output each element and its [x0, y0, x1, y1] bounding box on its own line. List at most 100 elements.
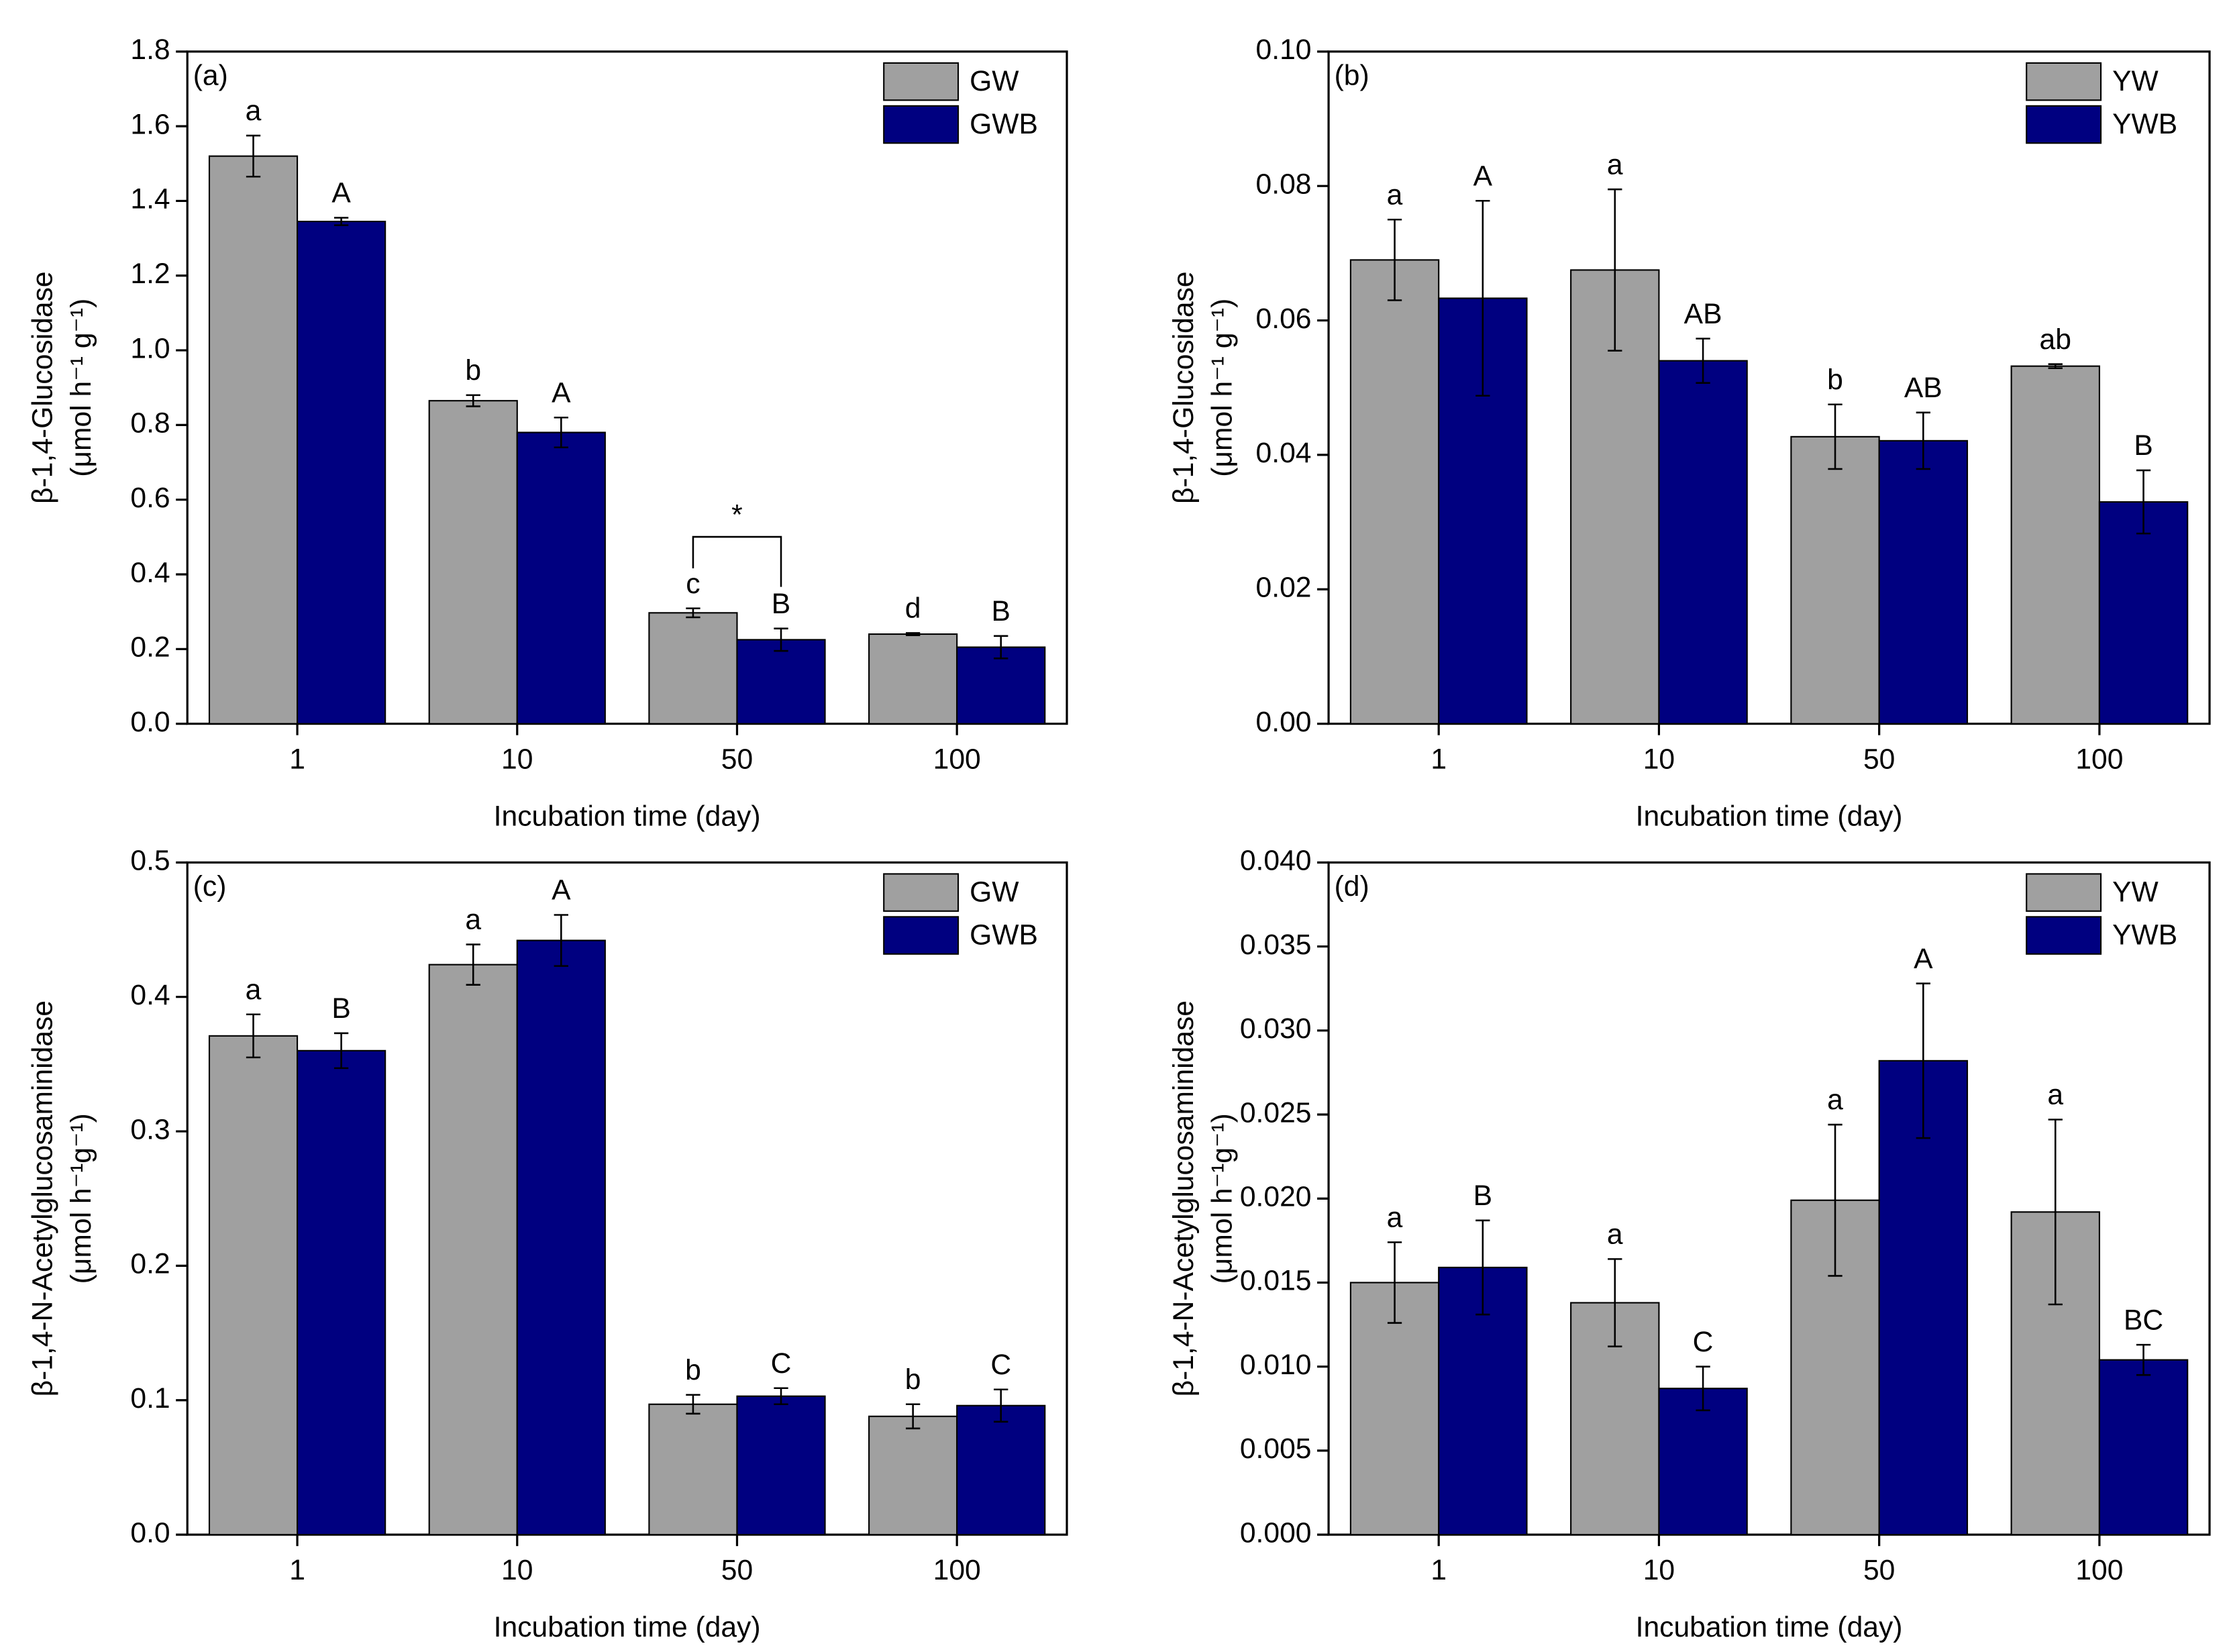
bar [297, 220, 386, 725]
x-axis-label: Incubation time (day) [494, 801, 761, 833]
significance-letter: A [1473, 160, 1493, 192]
bar [868, 633, 958, 725]
y-axis-label: (μmol h⁻¹g⁻¹) [65, 1113, 97, 1284]
legend-label: GWB [970, 108, 1038, 140]
y-axis-label: (μmol h⁻¹g⁻¹) [1206, 1113, 1239, 1284]
legend-label: YWB [2112, 108, 2177, 140]
plot-frame [186, 861, 1068, 1536]
error-bar [1828, 403, 1843, 470]
y-tick-label: 0.0 [130, 1516, 170, 1549]
legend-label: YW [2112, 65, 2159, 97]
y-tick-label: 0.8 [130, 407, 170, 440]
x-tick-label: 1 [1431, 743, 1447, 775]
error-bar [2136, 1343, 2151, 1376]
significance-letter: A [331, 177, 351, 209]
y-axis-label: β-1,4-N-Acetylglucosaminidase [26, 1000, 58, 1397]
significance-letter: A [552, 874, 571, 907]
error-bar [333, 217, 349, 226]
legend-label: GW [970, 65, 1019, 97]
error-bar [2048, 363, 2063, 369]
y-tick-label: 0.025 [1240, 1096, 1312, 1129]
error-bar [246, 1013, 261, 1059]
significance-letter: AB [1904, 372, 1942, 404]
error-bar [1828, 1123, 1843, 1277]
error-bar [905, 1403, 921, 1430]
significance-letter: B [992, 595, 1010, 627]
bar [516, 431, 606, 725]
legend-label: YWB [2112, 919, 2177, 951]
bar [956, 646, 1046, 725]
y-tick-label: 0.2 [130, 1248, 170, 1280]
significance-letter: ab [2040, 323, 2071, 356]
legend-swatch [2026, 873, 2102, 912]
x-tick-label: 10 [1643, 743, 1675, 775]
error-bar [1387, 1241, 1402, 1324]
significance-letter: A [552, 376, 571, 409]
y-axis-label: β-1,4-Glucosidase [26, 271, 58, 504]
significance-mark: * [731, 499, 743, 531]
error-bar [554, 914, 568, 967]
y-tick-label: 0.06 [1256, 303, 1312, 335]
y-tick-label: 0.04 [1256, 437, 1312, 469]
y-tick-label: 0.3 [130, 1113, 170, 1145]
significance-letter: a [1827, 1084, 1843, 1116]
significance-letter: b [1827, 364, 1843, 396]
significance-letter: d [905, 592, 921, 625]
x-axis-label: Incubation time (day) [1636, 801, 1903, 833]
significance-letter: b [905, 1363, 921, 1396]
legend-swatch [2026, 62, 2102, 101]
y-tick-label: 0.2 [130, 631, 170, 664]
y-tick-label: 0.005 [1240, 1433, 1312, 1465]
x-axis-label: Incubation time (day) [1636, 1611, 1903, 1643]
bar [868, 1415, 958, 1536]
error-bar [246, 134, 261, 178]
significance-letter: B [772, 588, 790, 620]
x-tick-label: 10 [1643, 1554, 1675, 1586]
panel-label: (b) [1335, 59, 1369, 91]
y-tick-label: 0.020 [1240, 1180, 1312, 1212]
x-tick-label: 50 [721, 1554, 753, 1586]
y-axis-label: (μmol h⁻¹ g⁻¹) [65, 299, 97, 477]
bar [648, 1403, 738, 1536]
error-bar [1696, 1365, 1710, 1412]
legend-swatch [883, 916, 959, 955]
legend-swatch [883, 62, 959, 101]
bar [2010, 365, 2100, 725]
x-tick-label: 50 [1863, 1554, 1895, 1586]
significance-letter: C [771, 1347, 792, 1380]
significance-letter: b [465, 354, 481, 386]
error-bar [1608, 1258, 1622, 1347]
significance-letter: B [2134, 429, 2152, 462]
x-tick-label: 1 [289, 1554, 305, 1586]
y-tick-label: 0.1 [130, 1382, 170, 1414]
legend-label: GWB [970, 919, 1038, 951]
y-tick-label: 0.040 [1240, 845, 1312, 877]
plot-frame [186, 50, 1068, 725]
significance-letter: C [1693, 1326, 1714, 1358]
x-tick-label: 1 [1431, 1554, 1447, 1586]
x-tick-label: 10 [501, 1554, 533, 1586]
error-bar [1475, 1219, 1490, 1316]
x-tick-label: 100 [933, 743, 981, 775]
bar [297, 1049, 386, 1536]
y-tick-label: 0.10 [1256, 34, 1312, 66]
significance-letter: a [1387, 178, 1403, 211]
bar [1790, 435, 1880, 725]
significance-letter: BC [2124, 1304, 2163, 1336]
bar [648, 612, 738, 725]
significance-letter: C [990, 1349, 1011, 1381]
bar [1878, 440, 1969, 725]
legend-swatch [883, 105, 959, 144]
x-tick-label: 10 [501, 743, 533, 775]
significance-letter: A [1914, 943, 1933, 975]
error-bar [774, 627, 788, 652]
panel-label: (d) [1335, 870, 1369, 902]
panel: (b) 0.00 0.02 0.04 0.06 0.08 0.10 β-1,4-Glucosi… [1168, 34, 2211, 833]
y-tick-label: 0.08 [1256, 168, 1312, 200]
legend-swatch [2026, 105, 2102, 144]
error-bar [1696, 338, 1710, 384]
error-bar [1475, 199, 1490, 397]
legend-label: GW [970, 876, 1019, 909]
